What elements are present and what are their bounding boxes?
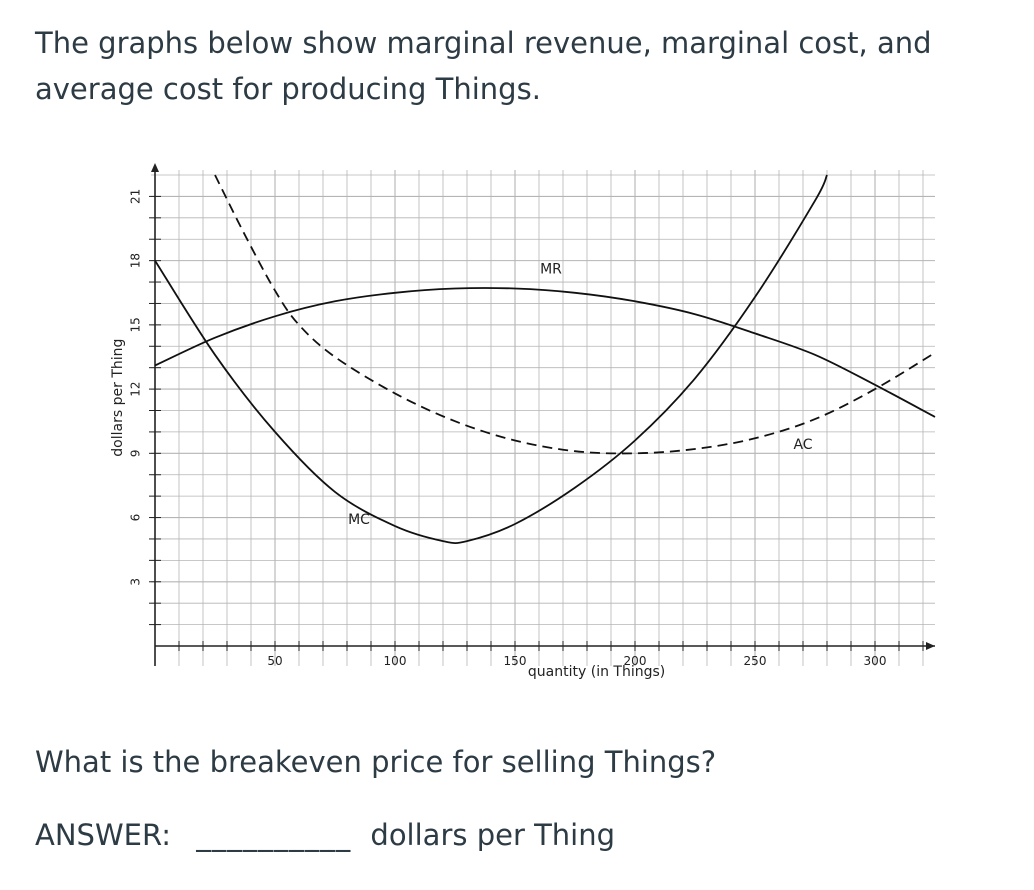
series-mr-line — [154, 287, 936, 418]
y-tick-label: 9 — [129, 449, 143, 457]
chart-grid — [151, 170, 935, 666]
chart-axes — [149, 163, 935, 666]
answer-blank[interactable]: __________ — [196, 818, 352, 852]
series-ac-line — [214, 174, 936, 455]
x-tick-label: 300 — [864, 654, 887, 668]
x-tick-label: 50 — [267, 654, 282, 668]
x-tick-label: 250 — [744, 654, 767, 668]
x-tick-label: 150 — [504, 654, 527, 668]
y-tick-label: 18 — [129, 253, 143, 268]
curve-label-ac: AC — [793, 437, 812, 453]
answer-label: ANSWER: — [35, 818, 171, 852]
answer-unit: dollars per Thing — [370, 818, 616, 852]
y-tick-label: 12 — [129, 381, 143, 396]
x-axis-arrow — [926, 642, 935, 650]
y-tick-label: 15 — [129, 317, 143, 332]
y-axis-arrow — [151, 163, 159, 172]
chart-labels: 50 100 150 200 250 300 3 6 9 12 15 18 21 quantity (in… — [110, 189, 886, 680]
x-tick-label: 200 — [624, 654, 647, 668]
y-axis-title: dollars per Thing — [110, 339, 126, 457]
answer-row: ANSWER: __________ dollars per Thing — [35, 818, 615, 852]
y-tick-label: 6 — [129, 514, 143, 522]
x-tick-label: 100 — [384, 654, 407, 668]
question-intro: The graphs below show marginal revenue, … — [35, 26, 932, 106]
y-tick-label: 3 — [129, 578, 143, 586]
curve-label-mc: MC — [348, 512, 370, 528]
series-mc-line — [154, 174, 828, 544]
x-axis-title: quantity (in Things) — [528, 664, 665, 680]
chart-curves — [154, 174, 936, 544]
cost-revenue-chart: 50 100 150 200 250 300 3 6 9 12 15 18 21 quantity (in… — [110, 163, 936, 680]
question-prompt: What is the breakeven price for selling … — [35, 745, 717, 779]
y-tick-label: 21 — [129, 189, 143, 204]
curve-label-mr: MR — [540, 261, 562, 277]
